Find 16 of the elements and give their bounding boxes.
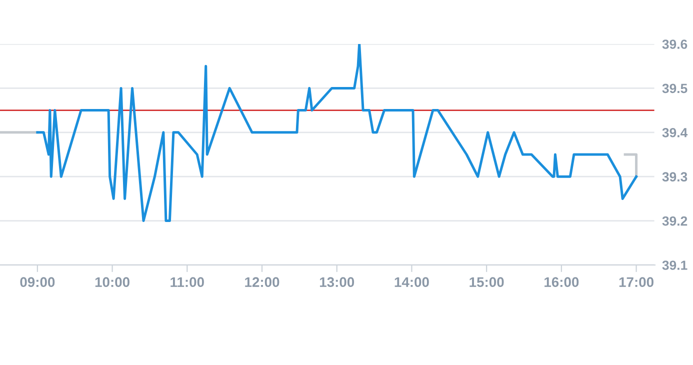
- x-tick-label: 14:00: [394, 277, 429, 288]
- y-tick-label: 39.1: [662, 260, 688, 270]
- y-tick-label: 39.3: [662, 172, 688, 182]
- y-tick-label: 39.5: [662, 84, 688, 94]
- x-tick-label: 13:00: [320, 277, 354, 288]
- y-tick-label: 39.2: [662, 216, 688, 226]
- y-tick-label: 39.6: [662, 40, 688, 49]
- line-series: [36, 44, 638, 222]
- x-tick-label: 12:00: [245, 277, 280, 288]
- x-tick-label: 17:00: [619, 277, 654, 288]
- x-tick-label: 15:00: [470, 277, 504, 288]
- x-tick-label: 11:00: [170, 277, 204, 288]
- x-tick-label: 16:00: [544, 277, 579, 288]
- x-tick-label: 10:00: [95, 277, 130, 288]
- y-tick-label: 39.4: [662, 128, 688, 138]
- x-tick-label: 09:00: [20, 277, 55, 288]
